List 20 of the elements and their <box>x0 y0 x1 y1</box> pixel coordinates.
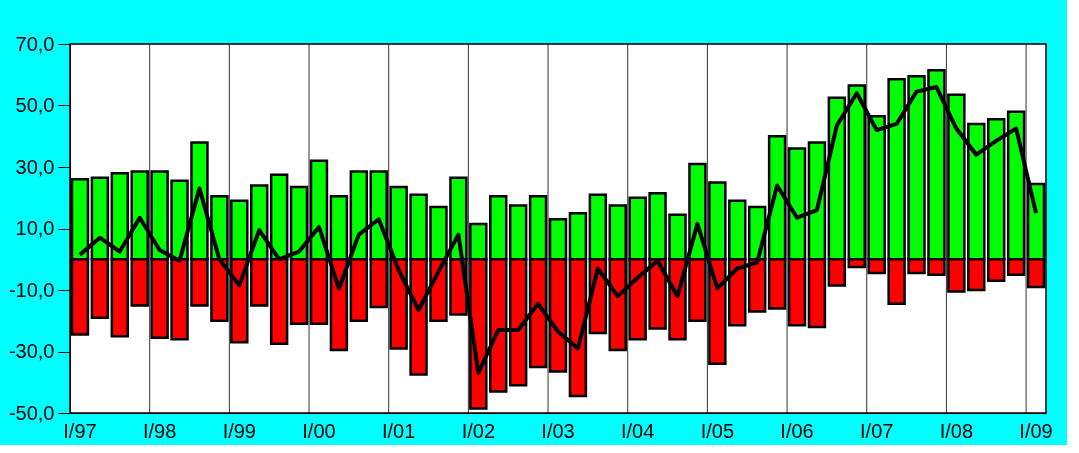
x-tick-label: I/04 <box>620 419 655 442</box>
y-tick-label: -30,0 <box>8 340 55 362</box>
x-tick-label: I/01 <box>381 419 416 442</box>
x-tick-label: I/00 <box>302 419 336 442</box>
x-tick-label: I/03 <box>541 419 575 442</box>
y-tick-label: 10,0 <box>15 217 55 239</box>
x-tick-label: I/99 <box>222 419 256 442</box>
x-tick-label: I/08 <box>939 419 974 442</box>
x-tick-label: I/02 <box>461 419 496 442</box>
x-tick-label: I/06 <box>780 419 814 442</box>
y-tick-label: -50,0 <box>8 401 55 424</box>
y-tick-label: 50,0 <box>15 94 55 116</box>
x-tick-label: I/05 <box>700 419 735 442</box>
x-tick-label: I/97 <box>63 419 97 442</box>
y-tick-label: -10,0 <box>8 278 55 301</box>
x-tick-label: I/09 <box>1019 419 1053 442</box>
x-tick-label: I/98 <box>142 419 177 442</box>
y-tick-label: 30,0 <box>15 155 55 178</box>
x-tick-label: I/07 <box>860 419 894 442</box>
y-tick-label: 70,0 <box>15 32 55 55</box>
